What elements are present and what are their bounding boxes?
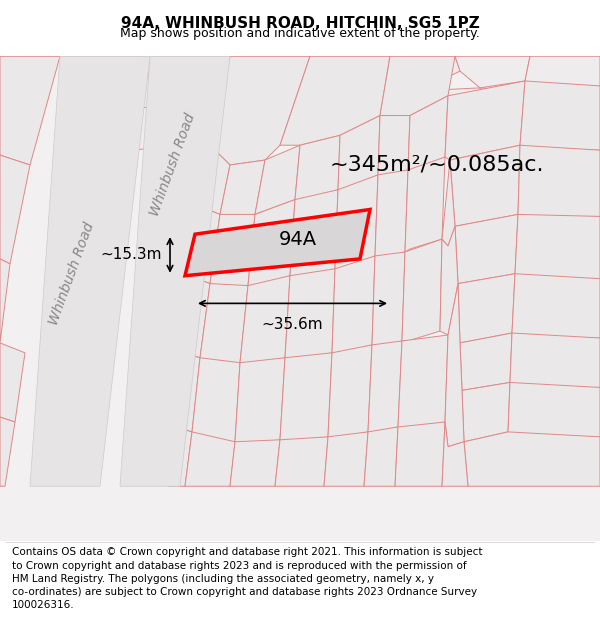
Polygon shape — [380, 56, 460, 91]
Polygon shape — [80, 106, 170, 155]
Polygon shape — [275, 437, 328, 486]
Polygon shape — [290, 190, 338, 282]
Polygon shape — [335, 175, 378, 272]
Polygon shape — [408, 96, 448, 173]
Polygon shape — [295, 136, 340, 202]
Polygon shape — [445, 284, 464, 447]
Polygon shape — [195, 145, 230, 214]
Polygon shape — [185, 432, 235, 486]
Polygon shape — [395, 422, 445, 486]
Polygon shape — [60, 56, 160, 116]
Polygon shape — [458, 274, 515, 343]
Polygon shape — [372, 252, 405, 348]
Polygon shape — [518, 145, 600, 219]
Polygon shape — [515, 214, 600, 282]
Polygon shape — [210, 56, 310, 165]
Polygon shape — [450, 145, 520, 226]
Polygon shape — [120, 56, 230, 486]
Polygon shape — [512, 274, 600, 338]
Polygon shape — [324, 432, 368, 486]
Polygon shape — [30, 56, 150, 486]
Polygon shape — [0, 259, 10, 343]
Polygon shape — [332, 256, 375, 355]
Polygon shape — [368, 341, 402, 434]
Polygon shape — [240, 276, 290, 368]
Polygon shape — [0, 56, 60, 126]
Polygon shape — [290, 91, 365, 136]
Polygon shape — [210, 214, 255, 289]
Polygon shape — [375, 170, 408, 259]
Polygon shape — [510, 333, 600, 391]
Polygon shape — [378, 116, 410, 177]
Polygon shape — [520, 81, 600, 150]
Polygon shape — [480, 88, 565, 126]
Polygon shape — [508, 382, 600, 440]
Polygon shape — [455, 214, 518, 284]
Polygon shape — [185, 209, 370, 276]
Polygon shape — [255, 145, 300, 214]
Polygon shape — [405, 157, 445, 252]
Text: 94A, WHINBUSH ROAD, HITCHIN, SG5 1PZ: 94A, WHINBUSH ROAD, HITCHIN, SG5 1PZ — [121, 16, 479, 31]
Polygon shape — [230, 440, 280, 486]
Polygon shape — [235, 357, 285, 447]
Polygon shape — [248, 199, 295, 289]
Polygon shape — [140, 56, 250, 111]
Text: Map shows position and indicative extent of the property.: Map shows position and indicative extent… — [120, 28, 480, 41]
Polygon shape — [328, 345, 372, 440]
Polygon shape — [398, 335, 448, 430]
Polygon shape — [455, 56, 530, 88]
Polygon shape — [445, 81, 525, 160]
Polygon shape — [280, 352, 332, 444]
Polygon shape — [0, 56, 60, 165]
Polygon shape — [360, 91, 425, 128]
Polygon shape — [168, 427, 192, 486]
Polygon shape — [0, 155, 30, 264]
Text: Contains OS data © Crown copyright and database right 2021. This information is : Contains OS data © Crown copyright and d… — [12, 548, 482, 610]
Polygon shape — [220, 96, 295, 145]
Polygon shape — [442, 422, 468, 486]
Polygon shape — [192, 357, 240, 447]
Polygon shape — [200, 284, 248, 368]
Polygon shape — [380, 56, 455, 116]
Polygon shape — [310, 56, 390, 91]
Text: ~345m²/~0.085ac.: ~345m²/~0.085ac. — [330, 155, 545, 175]
Polygon shape — [165, 106, 225, 150]
Polygon shape — [402, 239, 442, 341]
Polygon shape — [175, 352, 200, 432]
Polygon shape — [230, 56, 320, 96]
Polygon shape — [560, 86, 600, 124]
Polygon shape — [442, 160, 455, 246]
Text: Whinbush Road: Whinbush Road — [47, 221, 97, 327]
Polygon shape — [280, 56, 390, 145]
Text: ~35.6m: ~35.6m — [262, 318, 323, 332]
Text: 94A: 94A — [278, 230, 317, 249]
Text: Whinbush Road: Whinbush Road — [148, 112, 198, 218]
Polygon shape — [525, 56, 600, 94]
Polygon shape — [0, 343, 25, 422]
Polygon shape — [364, 427, 398, 486]
Polygon shape — [285, 269, 335, 364]
Polygon shape — [188, 204, 220, 284]
Polygon shape — [460, 333, 512, 391]
Polygon shape — [0, 417, 15, 486]
Polygon shape — [220, 160, 265, 219]
Polygon shape — [420, 88, 485, 124]
Polygon shape — [462, 382, 510, 442]
Polygon shape — [440, 226, 458, 335]
Polygon shape — [338, 116, 380, 192]
Polygon shape — [182, 276, 210, 358]
Polygon shape — [464, 432, 600, 486]
Text: ~15.3m: ~15.3m — [101, 248, 162, 262]
